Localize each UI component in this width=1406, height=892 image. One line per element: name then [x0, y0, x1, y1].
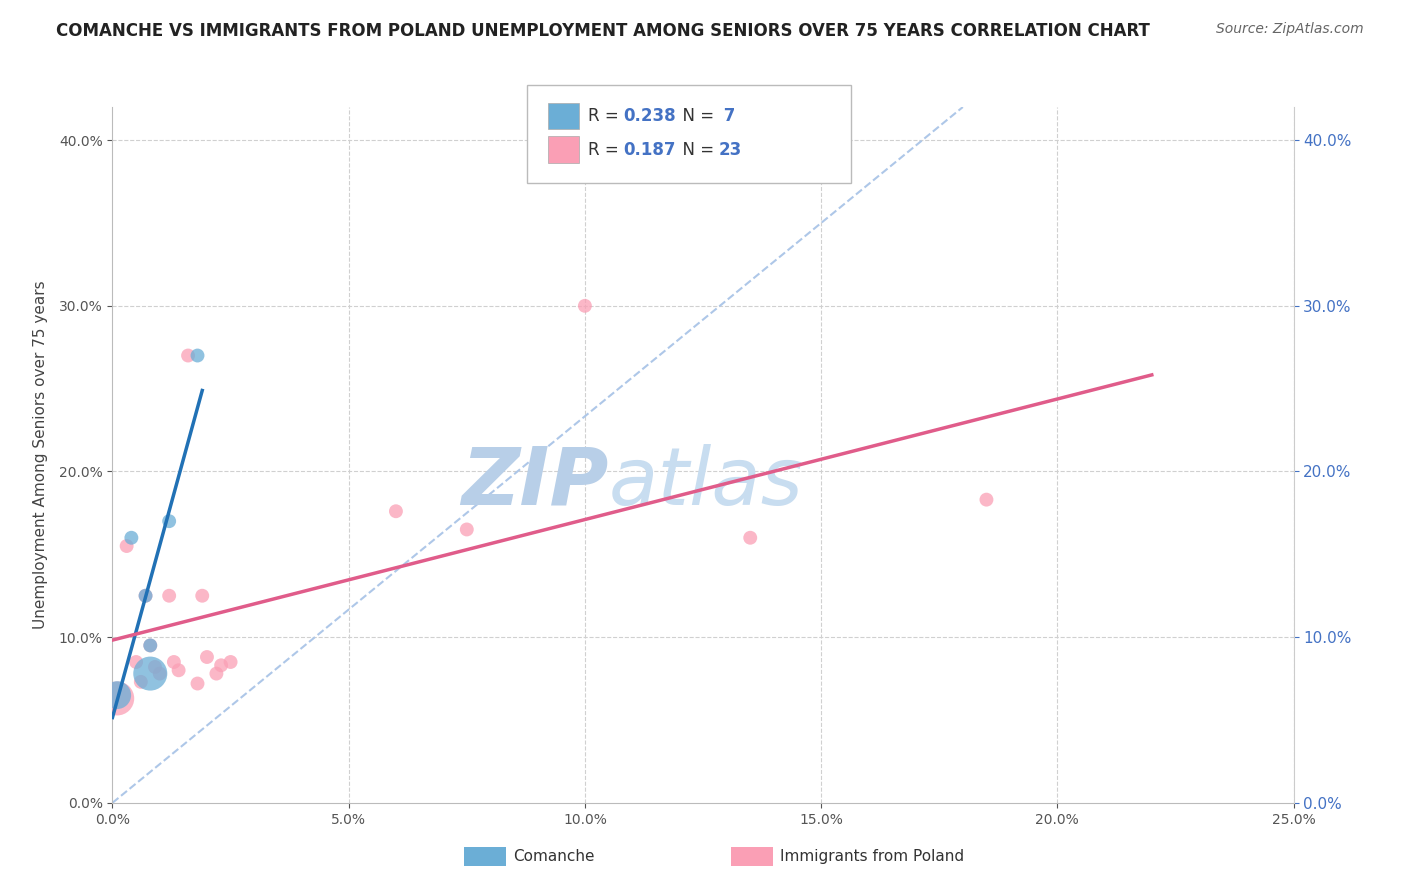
Point — [129, 674, 152, 689]
Point — [219, 655, 242, 669]
Point — [456, 523, 478, 537]
Point — [149, 666, 172, 681]
Point — [139, 639, 162, 653]
Text: Immigrants from Poland: Immigrants from Poland — [780, 849, 965, 863]
Point — [105, 691, 128, 706]
Text: R =: R = — [588, 141, 624, 159]
Point — [120, 531, 142, 545]
Point — [105, 688, 128, 702]
Point — [135, 589, 157, 603]
Point — [157, 514, 180, 528]
Text: COMANCHE VS IMMIGRANTS FROM POLAND UNEMPLOYMENT AMONG SENIORS OVER 75 YEARS CORR: COMANCHE VS IMMIGRANTS FROM POLAND UNEMP… — [56, 22, 1150, 40]
Point — [177, 349, 200, 363]
Point — [135, 589, 157, 603]
Point — [385, 504, 408, 518]
Text: 23: 23 — [718, 141, 742, 159]
Text: Comanche: Comanche — [513, 849, 595, 863]
Text: 0.187: 0.187 — [623, 141, 675, 159]
Text: 0.238: 0.238 — [623, 107, 675, 125]
Text: N =: N = — [672, 107, 720, 125]
Text: atlas: atlas — [609, 443, 803, 522]
Point — [139, 666, 162, 681]
Text: ZIP: ZIP — [461, 443, 609, 522]
Point — [125, 655, 148, 669]
Point — [139, 639, 162, 653]
Point — [209, 658, 232, 673]
Point — [157, 589, 180, 603]
Point — [186, 349, 208, 363]
Point — [167, 663, 190, 677]
Y-axis label: Unemployment Among Seniors over 75 years: Unemployment Among Seniors over 75 years — [32, 281, 48, 629]
Text: R =: R = — [588, 107, 624, 125]
Point — [186, 676, 208, 690]
Point — [143, 660, 166, 674]
Point — [195, 650, 218, 665]
Point — [115, 539, 138, 553]
Point — [976, 492, 998, 507]
Point — [163, 655, 186, 669]
Point — [574, 299, 596, 313]
Point — [205, 666, 228, 681]
Text: N =: N = — [672, 141, 720, 159]
Point — [740, 531, 762, 545]
Point — [191, 589, 214, 603]
Text: Source: ZipAtlas.com: Source: ZipAtlas.com — [1216, 22, 1364, 37]
Text: 7: 7 — [718, 107, 735, 125]
